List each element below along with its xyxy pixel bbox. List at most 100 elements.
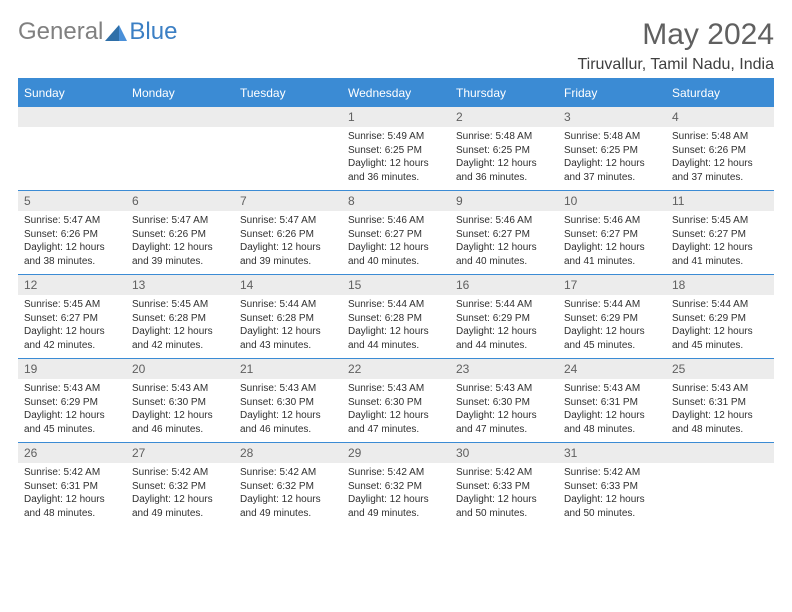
day-number-cell: 23 [450, 359, 558, 380]
sunset-text: Sunset: 6:26 PM [132, 228, 228, 242]
day-detail-cell: Sunrise: 5:48 AMSunset: 6:25 PMDaylight:… [450, 127, 558, 191]
daylight1-text: Daylight: 12 hours [24, 325, 120, 339]
sunset-text: Sunset: 6:27 PM [348, 228, 444, 242]
sunset-text: Sunset: 6:29 PM [672, 312, 768, 326]
daylight2-text: and 49 minutes. [348, 507, 444, 521]
sunset-text: Sunset: 6:32 PM [348, 480, 444, 494]
daylight2-text: and 41 minutes. [672, 255, 768, 269]
sunset-text: Sunset: 6:29 PM [564, 312, 660, 326]
daylight1-text: Daylight: 12 hours [240, 241, 336, 255]
day-header: Friday [558, 79, 666, 107]
daylight1-text: Daylight: 12 hours [132, 409, 228, 423]
day-detail-cell [234, 127, 342, 191]
sunrise-text: Sunrise: 5:48 AM [456, 130, 552, 144]
daylight1-text: Daylight: 12 hours [456, 493, 552, 507]
day-detail-cell: Sunrise: 5:47 AMSunset: 6:26 PMDaylight:… [18, 211, 126, 275]
sunset-text: Sunset: 6:25 PM [564, 144, 660, 158]
daylight2-text: and 46 minutes. [240, 423, 336, 437]
daylight1-text: Daylight: 12 hours [564, 157, 660, 171]
daylight2-text: and 44 minutes. [456, 339, 552, 353]
sunset-text: Sunset: 6:31 PM [24, 480, 120, 494]
sunrise-text: Sunrise: 5:47 AM [240, 214, 336, 228]
daylight1-text: Daylight: 12 hours [564, 409, 660, 423]
daylight2-text: and 46 minutes. [132, 423, 228, 437]
daylight2-text: and 42 minutes. [24, 339, 120, 353]
header: General Blue May 2024 Tiruvallur, Tamil … [18, 18, 774, 74]
day-header: Wednesday [342, 79, 450, 107]
day-number-cell: 17 [558, 275, 666, 296]
daylight1-text: Daylight: 12 hours [456, 325, 552, 339]
daylight2-text: and 40 minutes. [348, 255, 444, 269]
day-detail-cell: Sunrise: 5:46 AMSunset: 6:27 PMDaylight:… [450, 211, 558, 275]
day-detail-cell: Sunrise: 5:43 AMSunset: 6:30 PMDaylight:… [126, 379, 234, 443]
day-number-cell: 2 [450, 107, 558, 128]
daylight1-text: Daylight: 12 hours [672, 241, 768, 255]
daylight2-text: and 39 minutes. [132, 255, 228, 269]
sunset-text: Sunset: 6:27 PM [672, 228, 768, 242]
day-detail-cell: Sunrise: 5:44 AMSunset: 6:28 PMDaylight:… [342, 295, 450, 359]
daylight2-text: and 49 minutes. [240, 507, 336, 521]
day-detail-row: Sunrise: 5:45 AMSunset: 6:27 PMDaylight:… [18, 295, 774, 359]
sunrise-text: Sunrise: 5:46 AM [564, 214, 660, 228]
sunset-text: Sunset: 6:30 PM [240, 396, 336, 410]
sunrise-text: Sunrise: 5:42 AM [132, 466, 228, 480]
day-detail-cell: Sunrise: 5:43 AMSunset: 6:30 PMDaylight:… [234, 379, 342, 443]
day-detail-cell: Sunrise: 5:47 AMSunset: 6:26 PMDaylight:… [126, 211, 234, 275]
daylight2-text: and 36 minutes. [456, 171, 552, 185]
daylight2-text: and 45 minutes. [564, 339, 660, 353]
day-number-cell: 10 [558, 191, 666, 212]
daylight1-text: Daylight: 12 hours [132, 241, 228, 255]
day-number-cell: 20 [126, 359, 234, 380]
day-number-cell: 11 [666, 191, 774, 212]
daylight1-text: Daylight: 12 hours [24, 409, 120, 423]
daylight2-text: and 40 minutes. [456, 255, 552, 269]
sunset-text: Sunset: 6:28 PM [240, 312, 336, 326]
day-detail-cell: Sunrise: 5:45 AMSunset: 6:28 PMDaylight:… [126, 295, 234, 359]
day-detail-row: Sunrise: 5:42 AM Sunset: 6:31 PM Daylight:… [18, 463, 774, 526]
day-number-cell: 26 [18, 443, 126, 464]
daylight2-text: and 37 minutes. [564, 171, 660, 185]
day-number-row: 19202122232425 [18, 359, 774, 380]
daylight1-text: Daylight: 12 hours [456, 409, 552, 423]
day-number-cell: 22 [342, 359, 450, 380]
sunset-text: Sunset: 6:33 PM [456, 480, 552, 494]
sunrise-text: Sunrise: 5:46 AM [348, 214, 444, 228]
day-detail-cell: Sunrise: 5:43 AMSunset: 6:29 PMDaylight:… [18, 379, 126, 443]
daylight2-text: and 38 minutes. [24, 255, 120, 269]
daylight1-text: Daylight: 12 hours [564, 241, 660, 255]
day-number-cell: 13 [126, 275, 234, 296]
sunrise-text: Sunrise: 5:42 AM [456, 466, 552, 480]
day-detail-cell: Sunrise: 5:42 AMSunset: 6:33 PMDaylight:… [558, 463, 666, 526]
day-detail-cell: Sunrise: 5:43 AMSunset: 6:31 PMDaylight:… [666, 379, 774, 443]
day-header: Monday [126, 79, 234, 107]
sunrise-text: Sunrise: 5:48 AM [672, 130, 768, 144]
day-number-cell: 30 [450, 443, 558, 464]
sunset-text: Sunset: 6:27 PM [456, 228, 552, 242]
sunrise-text: Sunrise: 5:43 AM [348, 382, 444, 396]
sunrise-text: Sunrise: 5:47 AM [132, 214, 228, 228]
sunset-text: Sunset: 6:30 PM [456, 396, 552, 410]
daylight1-text: Daylight: 12 hours [672, 157, 768, 171]
day-number-cell: 14 [234, 275, 342, 296]
day-detail-cell: Sunrise: 5:48 AMSunset: 6:25 PMDaylight:… [558, 127, 666, 191]
daylight1-text: Daylight: 12 hours [672, 325, 768, 339]
day-number-cell: 28 [234, 443, 342, 464]
day-number-cell: 7 [234, 191, 342, 212]
day-number-row: 567891011 [18, 191, 774, 212]
sunset-text: Sunset: 6:32 PM [240, 480, 336, 494]
day-detail-cell: Sunrise: 5:47 AMSunset: 6:26 PMDaylight:… [234, 211, 342, 275]
sunrise-text: Sunrise: 5:44 AM [564, 298, 660, 312]
logo-triangle-icon [105, 23, 127, 41]
sunrise-text: Sunrise: 5:43 AM [24, 382, 120, 396]
daylight2-text: and 42 minutes. [132, 339, 228, 353]
day-number-cell: 4 [666, 107, 774, 128]
daylight1-text: Daylight: 12 hours [564, 325, 660, 339]
day-header: Tuesday [234, 79, 342, 107]
daylight2-text: and 50 minutes. [456, 507, 552, 521]
day-number-cell: 21 [234, 359, 342, 380]
day-detail-cell: Sunrise: 5:44 AMSunset: 6:29 PMDaylight:… [450, 295, 558, 359]
sunset-text: Sunset: 6:25 PM [348, 144, 444, 158]
day-number-cell: 15 [342, 275, 450, 296]
daylight1-text: Daylight: 12 hours [348, 241, 444, 255]
sunrise-text: Sunrise: 5:47 AM [24, 214, 120, 228]
